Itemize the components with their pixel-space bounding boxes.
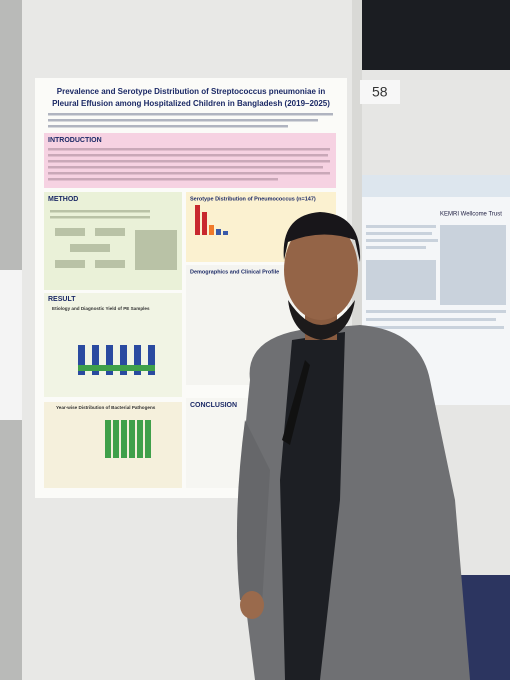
hair [283,212,361,262]
yearwise-bars [105,420,151,458]
section-title: METHOD [48,196,78,203]
face [284,220,358,320]
intro-text [48,148,330,181]
section-title: INTRODUCTION [48,137,102,144]
left-poster-edge [0,270,22,420]
section-title: RESULT [48,296,76,303]
ceiling-gap [360,0,510,70]
poster-title: Pleural Effusion among Hospitalized Chil… [52,99,330,108]
authors [48,113,333,128]
serotype-bars [195,205,228,235]
section-title: Etiology and Diagnostic Yield of PE Samp… [52,306,150,311]
left-arm [236,420,270,605]
side-poster-logo: KEMRI Wellcome Trust [440,212,502,218]
lanyard [282,360,310,445]
beard [288,300,355,340]
section-title: CONCLUSION [190,402,237,409]
number-plate [360,80,400,104]
etiology-bars [78,345,155,375]
hand [240,591,264,619]
method-diagram [50,210,177,270]
side-poster-header [362,175,510,197]
person [236,212,470,680]
section-title: Year-wise Distribution of Bacterial Path… [56,405,156,410]
section-title: Demographics and Clinical Profile [190,269,279,275]
side-poster-text [366,225,506,329]
section-title: Serotype Distribution of Pneumococcus (n… [190,196,316,202]
poster-title: Prevalence and Serotype Distribution of … [57,87,326,96]
board-number: 58 [372,84,388,100]
